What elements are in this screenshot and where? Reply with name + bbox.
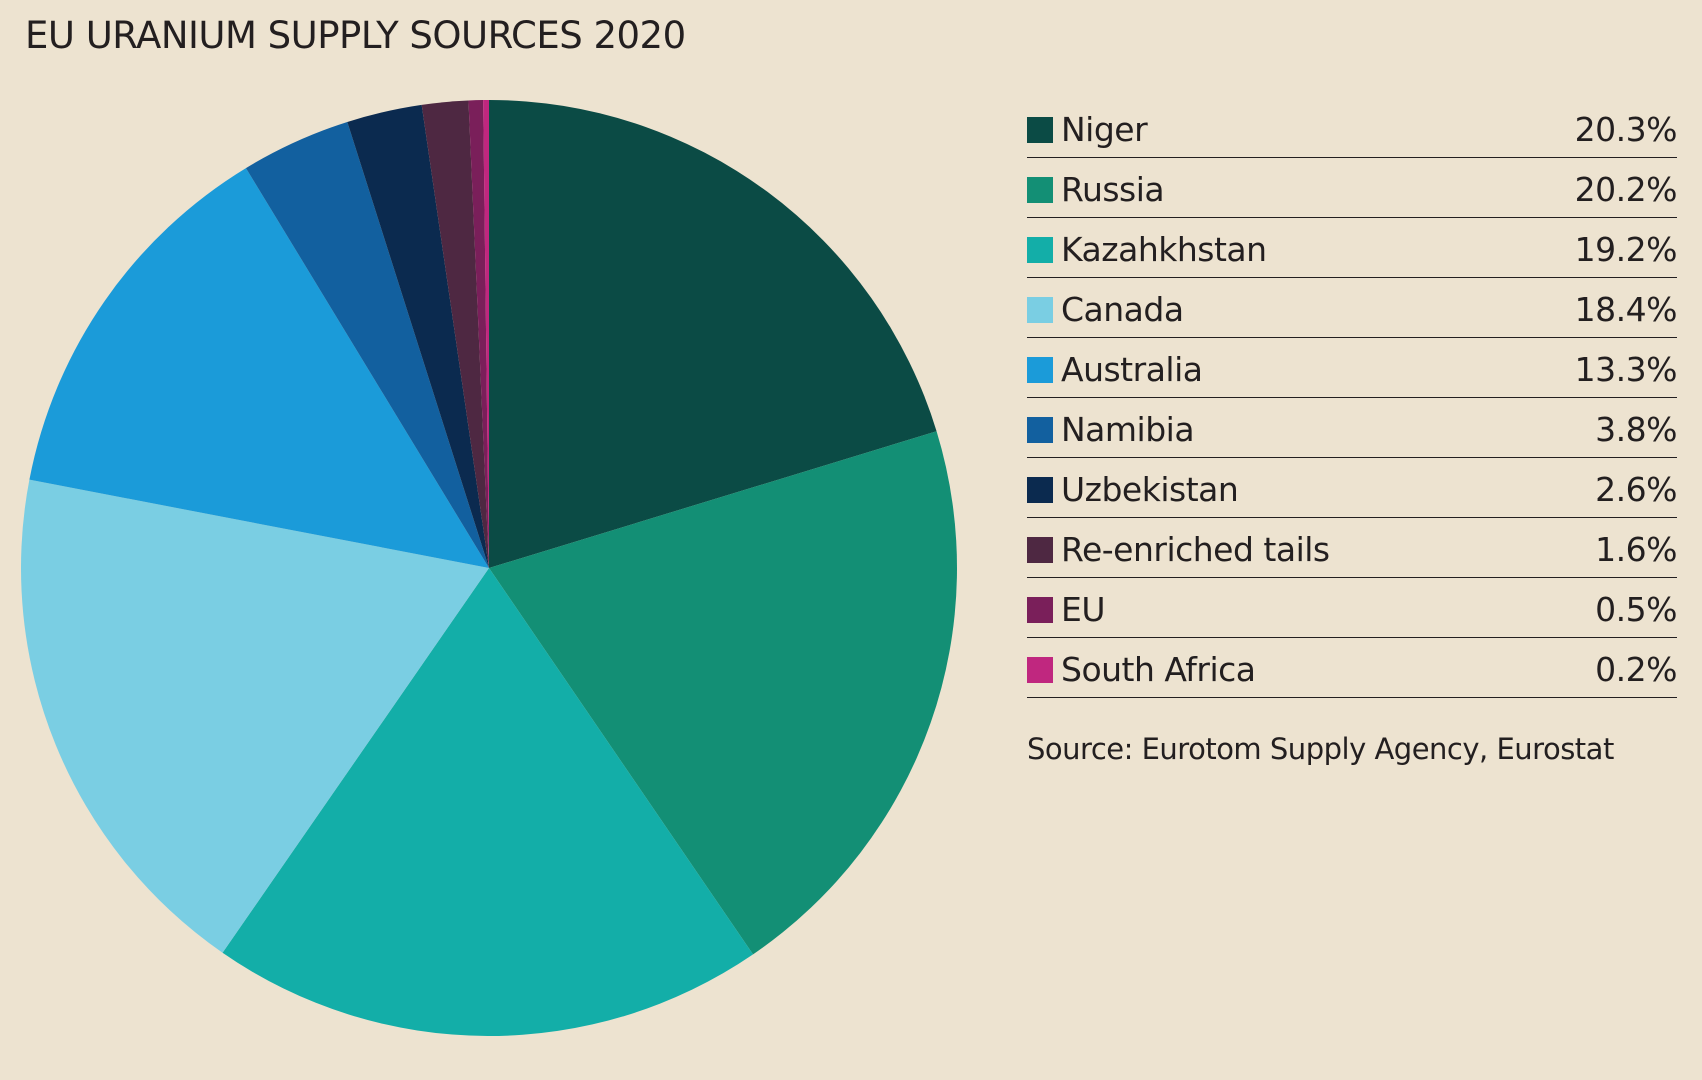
legend-item: Niger 20.3% [1027, 98, 1678, 158]
legend-value: 20.3% [1574, 110, 1678, 149]
legend: Niger 20.3% Russia 20.2% Kazahkhstan 19.2% Can… [1027, 98, 1678, 698]
chart-title: EU URANIUM SUPPLY SOURCES 2020 [25, 14, 686, 57]
legend-value: 20.2% [1574, 170, 1678, 209]
legend-value: 18.4% [1574, 290, 1678, 329]
legend-value: 3.8% [1595, 410, 1677, 449]
legend-value: 0.2% [1595, 650, 1677, 689]
legend-label: EU [1061, 590, 1106, 629]
legend-item: EU 0.5% [1027, 578, 1677, 638]
legend-swatch [1027, 356, 1053, 383]
pie-slice [489, 99, 937, 568]
legend-swatch [1027, 476, 1053, 503]
pie-slice [421, 100, 489, 568]
legend-item: South Africa 0.2% [1027, 638, 1677, 698]
legend-value: 19.2% [1574, 230, 1678, 269]
legend-label: Australia [1061, 350, 1203, 389]
pie-slice [245, 121, 489, 569]
legend-value: 2.6% [1595, 470, 1677, 509]
legend-swatch [1027, 116, 1053, 143]
legend-item: Canada 18.4% [1027, 278, 1678, 338]
legend-swatch [1027, 656, 1053, 683]
legend-item: Uzbekistan 2.6% [1027, 458, 1677, 518]
legend-item: Australia 13.3% [1027, 338, 1678, 398]
pie-slice [483, 100, 489, 568]
pie-slice [347, 104, 489, 569]
legend-label: Re-enriched tails [1061, 530, 1330, 569]
legend-swatch [1027, 236, 1053, 263]
legend-label: South Africa [1061, 650, 1256, 689]
legend-item: Russia 20.2% [1027, 158, 1678, 218]
legend-label: Uzbekistan [1061, 470, 1239, 509]
legend-swatch [1027, 416, 1053, 443]
pie-slice [222, 568, 754, 1036]
legend-label: Canada [1061, 290, 1184, 329]
legend-swatch [1027, 296, 1053, 323]
pie-slice [29, 168, 489, 568]
source-note: Source: Eurotom Supply Agency, Eurostat [1027, 732, 1614, 766]
pie-slice [20, 479, 490, 953]
legend-item: Namibia 3.8% [1027, 398, 1677, 458]
pie-chart [20, 99, 958, 1036]
legend-label: Niger [1061, 110, 1148, 149]
legend-value: 13.3% [1574, 350, 1678, 389]
legend-swatch [1027, 596, 1053, 623]
pie-slice [468, 100, 489, 568]
legend-swatch [1027, 176, 1053, 203]
legend-label: Russia [1061, 170, 1165, 209]
legend-value: 0.5% [1595, 590, 1677, 629]
legend-item: Re-enriched tails 1.6% [1027, 518, 1677, 578]
legend-label: Namibia [1061, 410, 1195, 449]
legend-label: Kazahkhstan [1061, 230, 1267, 269]
legend-value: 1.6% [1595, 530, 1677, 569]
legend-item: Kazahkhstan 19.2% [1027, 218, 1678, 278]
legend-swatch [1027, 536, 1053, 563]
pie-slice [489, 431, 958, 955]
